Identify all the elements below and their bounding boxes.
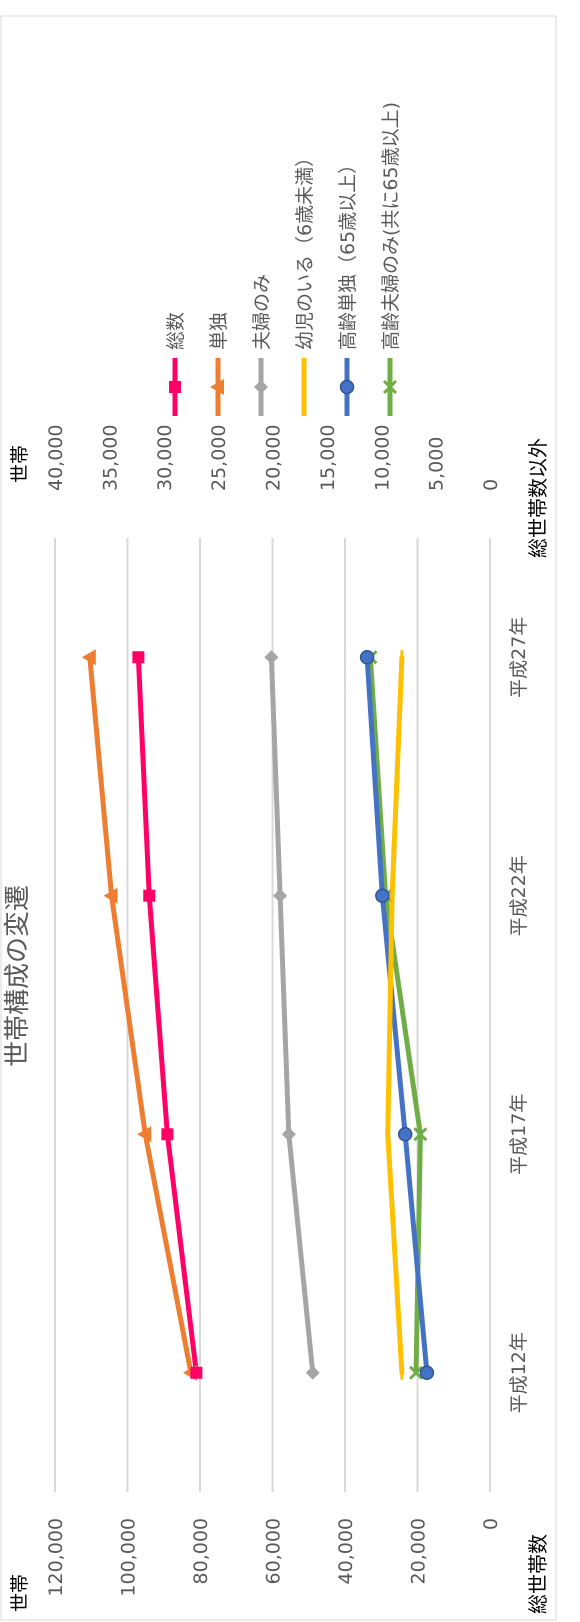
chart-plot: 世帯構成の変遷 世帯 総世帯数 世帯 総世帯数以外 0 20,000 40,000 6… — [3, 102, 550, 1614]
data-point-diamond — [273, 888, 288, 903]
data-point-triangle — [210, 379, 224, 395]
data-point-triangle — [103, 887, 118, 904]
legend-label: 総数 — [165, 312, 187, 350]
data-point-x — [413, 1127, 428, 1142]
data-point-square — [161, 1128, 174, 1141]
right-tick-label: 0 — [480, 479, 502, 491]
left-tick-label: 40,000 — [335, 1518, 357, 1584]
data-point-square — [132, 651, 145, 664]
data-point-square — [143, 889, 156, 902]
category-label: 平成22年 — [508, 855, 530, 936]
category-label: 平成12年 — [508, 1332, 530, 1413]
data-point-diamond — [305, 1365, 320, 1380]
category-label: 平成17年 — [508, 1094, 530, 1175]
series-line — [135, 654, 199, 1376]
right-tick-label: 25,000 — [208, 425, 230, 491]
legend-item: 高齢単独（65歳以上） — [337, 155, 359, 416]
data-point-x-stroke — [413, 1127, 428, 1142]
legend-item: 高齢夫婦のみ(共に65歳以上) — [380, 102, 402, 416]
right-axis-label: 総世帯数以外 — [526, 438, 550, 558]
data-point-circle — [375, 888, 390, 903]
legend-item: 夫婦のみ — [251, 274, 273, 416]
data-point-square — [169, 381, 181, 393]
left-tick-label: 0 — [480, 1518, 502, 1530]
legend-label: 高齢単独（65歳以上） — [337, 155, 359, 350]
legend-item: 単独 — [208, 312, 230, 416]
right-tick-label: 10,000 — [371, 425, 393, 491]
chart-title: 世帯構成の変遷 — [3, 885, 33, 1067]
left-axis-label: 総世帯数 — [526, 1534, 550, 1614]
left-tick-label: 60,000 — [263, 1518, 285, 1584]
legend-item: 総数 — [165, 312, 187, 416]
right-tick-label: 35,000 — [99, 425, 121, 491]
data-point-square — [190, 1366, 203, 1379]
right-axis-unit: 世帯 — [9, 445, 31, 483]
data-point-x-stroke — [382, 379, 398, 395]
right-tick-label: 15,000 — [317, 425, 339, 491]
legend-label: 単独 — [208, 312, 230, 350]
data-point-circle — [359, 650, 375, 665]
data-point-circle — [419, 1365, 435, 1380]
left-tick-label: 100,000 — [118, 1518, 140, 1597]
data-point-x-stroke — [408, 1365, 424, 1380]
left-tick-label: 20,000 — [408, 1518, 430, 1584]
legend: 総数 単独 夫婦のみ 幼児のいる（6歳未満） 高齢単独（65歳以上） 高齢夫婦のみ(共に6… — [165, 102, 402, 416]
right-tick-label: 30,000 — [154, 425, 176, 491]
series-line — [364, 654, 430, 1376]
data-point-diamond — [254, 380, 268, 394]
series-layer — [87, 654, 430, 1376]
series-line — [385, 654, 405, 1376]
legend-label: 夫婦のみ — [251, 274, 273, 350]
left-tick-label: 120,000 — [45, 1518, 67, 1597]
legend-label: 高齢夫婦のみ(共に65歳以上) — [380, 102, 402, 350]
data-point-x — [382, 379, 398, 395]
data-point-diamond — [281, 1127, 296, 1142]
data-point-diamond — [264, 650, 279, 665]
legend-label: 幼児のいる（6歳未満） — [294, 148, 316, 350]
category-label: 平成27年 — [508, 617, 530, 698]
text-layer: 世帯構成の変遷 世帯 総世帯数 世帯 総世帯数以外 0 20,000 40,000 6… — [3, 425, 550, 1614]
data-point-x — [408, 1365, 424, 1380]
legend-item: 幼児のいる（6歳未満） — [294, 148, 316, 416]
marker-layer — [81, 649, 435, 1381]
data-point-triangle — [137, 1126, 152, 1143]
data-point-circle — [339, 379, 355, 395]
left-axis-unit: 世帯 — [9, 1574, 31, 1612]
right-tick-label: 20,000 — [263, 425, 285, 491]
right-tick-label: 5,000 — [426, 437, 448, 491]
right-tick-label: 40,000 — [45, 425, 67, 491]
left-tick-label: 80,000 — [190, 1518, 212, 1584]
series-line — [268, 654, 316, 1376]
data-point-circle — [397, 1127, 413, 1142]
series-line — [87, 654, 194, 1376]
data-point-triangle — [81, 649, 96, 666]
